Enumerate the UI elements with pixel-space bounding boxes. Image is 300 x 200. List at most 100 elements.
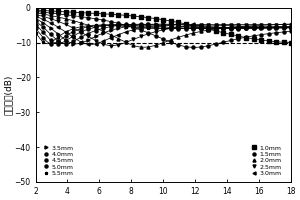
- 5.0mm: [34, 27, 37, 30]
- 2.0mm: [252, 24, 255, 27]
- 5.0mm: [192, 27, 195, 30]
- 2.0mm: [116, 37, 120, 40]
- 4.0mm: [267, 27, 270, 29]
- 1.0mm: [192, 24, 195, 27]
- 3.0mm: [237, 25, 240, 27]
- 4.5mm: [289, 26, 293, 28]
- 4.0mm: [49, 33, 52, 35]
- 3.5mm: [94, 35, 98, 38]
- 2.5mm: [176, 26, 180, 28]
- 5.5mm: [244, 26, 248, 29]
- 2.5mm: [244, 23, 248, 26]
- 1.0mm: [282, 41, 285, 44]
- 4.0mm: [101, 27, 105, 29]
- 3.0mm: [222, 24, 225, 27]
- 1.0mm: [199, 26, 203, 29]
- 4.0mm: [192, 26, 195, 29]
- 3.5mm: [214, 26, 218, 28]
- 1.0mm: [94, 12, 98, 15]
- 1.0mm: [41, 9, 45, 12]
- 5.0mm: [131, 25, 135, 27]
- 5.0mm: [116, 24, 120, 26]
- 4.5mm: [109, 24, 112, 26]
- 2.0mm: [289, 23, 293, 25]
- 3.5mm: [222, 26, 225, 29]
- 4.5mm: [222, 27, 225, 30]
- 5.5mm: [41, 41, 45, 43]
- 2.5mm: [56, 20, 60, 23]
- 2.0mm: [229, 26, 233, 28]
- 1.0mm: [161, 19, 165, 21]
- 5.0mm: [274, 26, 278, 28]
- 5.5mm: [49, 41, 52, 44]
- 3.0mm: [214, 24, 218, 26]
- 1.5mm: [237, 37, 240, 40]
- 1.5mm: [124, 24, 128, 26]
- 4.5mm: [34, 23, 37, 26]
- 3.0mm: [161, 24, 165, 26]
- 1.0mm: [267, 40, 270, 42]
- 4.5mm: [79, 31, 83, 33]
- 5.0mm: [184, 27, 188, 30]
- 3.0mm: [184, 23, 188, 26]
- 2.0mm: [237, 25, 240, 28]
- 4.0mm: [131, 23, 135, 26]
- 1.5mm: [71, 14, 75, 17]
- 5.5mm: [86, 24, 90, 27]
- 5.5mm: [282, 26, 285, 28]
- 5.5mm: [192, 27, 195, 29]
- 2.5mm: [146, 33, 150, 35]
- 1.5mm: [161, 38, 165, 40]
- 2.0mm: [199, 30, 203, 33]
- 1.5mm: [289, 30, 293, 32]
- 3.0mm: [94, 43, 98, 45]
- 4.5mm: [184, 27, 188, 30]
- 2.5mm: [131, 38, 135, 41]
- 3.0mm: [252, 25, 255, 28]
- 1.0mm: [184, 23, 188, 25]
- 3.0mm: [41, 18, 45, 20]
- 2.5mm: [222, 23, 225, 26]
- 4.0mm: [176, 25, 180, 28]
- 2.5mm: [289, 23, 293, 26]
- 2.5mm: [79, 31, 83, 33]
- 4.5mm: [131, 23, 135, 26]
- 4.5mm: [282, 26, 285, 28]
- 4.5mm: [252, 26, 255, 29]
- 3.0mm: [131, 29, 135, 31]
- 2.5mm: [207, 24, 210, 26]
- 3.5mm: [267, 27, 270, 29]
- 5.0mm: [139, 25, 142, 28]
- 5.5mm: [169, 27, 172, 30]
- 4.5mm: [259, 26, 263, 29]
- 3.5mm: [252, 27, 255, 29]
- 4.5mm: [86, 28, 90, 30]
- 3.5mm: [101, 32, 105, 34]
- 5.0mm: [94, 24, 98, 27]
- 4.5mm: [41, 31, 45, 33]
- 1.0mm: [139, 16, 142, 18]
- 5.0mm: [252, 26, 255, 29]
- 5.0mm: [199, 27, 203, 29]
- 3.0mm: [34, 15, 37, 18]
- 3.0mm: [229, 25, 233, 27]
- 2.5mm: [161, 29, 165, 31]
- 1.0mm: [109, 13, 112, 15]
- 5.0mm: [214, 27, 218, 29]
- 3.0mm: [259, 26, 263, 28]
- 5.0mm: [49, 42, 52, 45]
- 1.0mm: [101, 13, 105, 15]
- 3.0mm: [267, 26, 270, 28]
- 2.5mm: [41, 15, 45, 18]
- 4.0mm: [229, 27, 233, 30]
- Line: 1.5mm: 1.5mm: [34, 10, 292, 49]
- 5.5mm: [64, 31, 68, 33]
- 1.0mm: [49, 10, 52, 12]
- 5.5mm: [139, 27, 142, 29]
- 2.0mm: [64, 18, 68, 20]
- 1.5mm: [169, 41, 172, 43]
- 3.0mm: [71, 36, 75, 38]
- 3.0mm: [176, 23, 180, 26]
- 1.5mm: [56, 13, 60, 15]
- 5.5mm: [109, 24, 112, 27]
